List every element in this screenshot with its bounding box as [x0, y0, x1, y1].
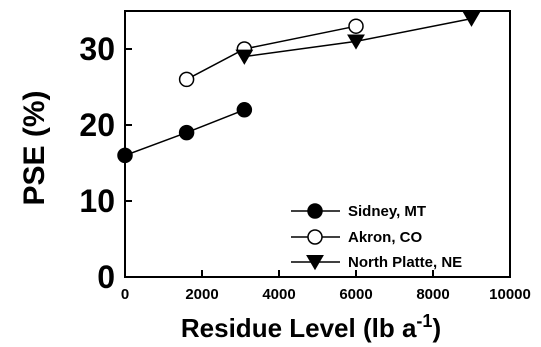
- axes: [124, 10, 511, 278]
- x-tick-label: 4000: [262, 286, 295, 303]
- data-point: [117, 147, 133, 164]
- y-tick-label: 0: [97, 259, 115, 295]
- series-1: [117, 102, 253, 164]
- legend-item: North Platte, NE: [291, 254, 462, 271]
- data-point: [178, 71, 195, 88]
- data-point: [348, 18, 364, 34]
- data-point: [235, 49, 254, 65]
- legend-marker: [306, 255, 324, 271]
- y-axis-title: PSE (%): [18, 90, 51, 205]
- x-axis-title: Residue Level (lb a-1): [181, 311, 441, 343]
- x-tick-label: 8000: [416, 286, 449, 303]
- x-tick-label: 2000: [185, 286, 218, 303]
- legend-item: Sidney, MT: [291, 203, 426, 220]
- legend-label: Akron, CO: [348, 229, 423, 246]
- x-tick-label: 0: [121, 286, 129, 303]
- data-point: [236, 102, 253, 118]
- x-tick-label: 6000: [339, 286, 372, 303]
- y-tick-label: 10: [79, 183, 115, 219]
- data-series: [117, 11, 481, 164]
- series-2: [178, 18, 364, 88]
- y-tick-label: 20: [79, 107, 115, 143]
- plot-frame: [124, 10, 511, 278]
- data-point: [178, 124, 195, 141]
- data-point: [347, 34, 365, 50]
- x-axis-title-suffix: ): [432, 313, 441, 343]
- legend-label: North Platte, NE: [348, 254, 462, 271]
- y-tick-label: 30: [79, 31, 115, 67]
- legend-label: Sidney, MT: [348, 203, 426, 220]
- series-3: [235, 11, 481, 65]
- x-tick-label: 10000: [489, 286, 531, 303]
- data-point: [462, 11, 481, 27]
- legend-marker: [307, 203, 323, 219]
- legend-item: Akron, CO: [291, 229, 423, 246]
- legend-marker: [307, 229, 323, 245]
- ticks: 0 2000 4000 6000 8000 10000 0 10 20 30: [79, 31, 530, 303]
- legend: Sidney, MT Akron, CO North Platte, NE: [291, 203, 462, 271]
- x-axis-title-main: Residue Level (lb a: [181, 313, 417, 343]
- x-axis-title-superscript: -1: [416, 311, 432, 331]
